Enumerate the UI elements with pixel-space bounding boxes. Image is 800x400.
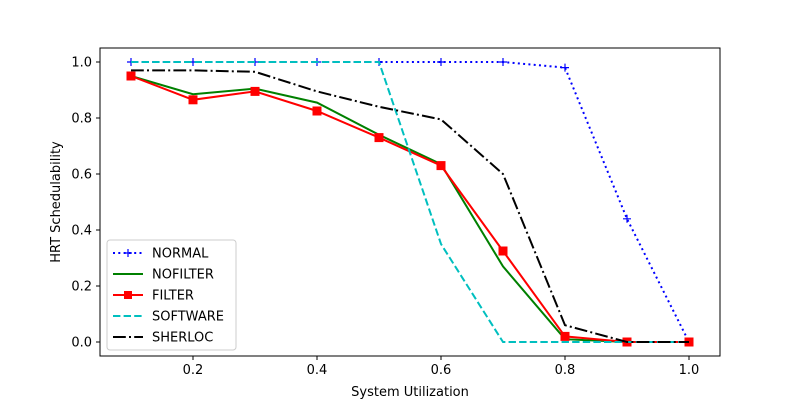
legend-item-nofilter: NOFILTER	[113, 268, 214, 283]
data-point-filter	[126, 71, 136, 81]
y-tick-label: 0.4	[71, 224, 92, 239]
data-point-normal	[437, 58, 445, 66]
legend-item-normal: NORMAL	[113, 247, 209, 262]
data-point-normal	[623, 214, 631, 223]
plot-area-frame	[99, 47, 721, 357]
legend-marker-filter	[124, 291, 132, 299]
series-software	[131, 61, 689, 343]
y-axis: 0.0 0.2 0.4 0.6 0.8 1.0	[71, 56, 100, 351]
x-axis-label: System Utilization	[351, 385, 469, 400]
y-tick-label: 0.2	[71, 280, 92, 295]
x-tick-label: 0.6	[431, 363, 452, 378]
data-point-normal	[561, 63, 569, 72]
series-line-sherloc	[131, 69, 689, 343]
legend: NORMAL NOFILTER FILTER SOFTWARE SHERLOC	[106, 239, 237, 351]
series-line-nofilter	[130, 75, 689, 343]
data-point-filter	[188, 95, 198, 105]
legend-item-software: SOFTWARE	[113, 310, 224, 325]
y-tick-label: 0.6	[71, 168, 92, 183]
x-tick-label: 1.0	[679, 363, 700, 378]
data-point-filter	[374, 133, 384, 143]
series-line-normal	[131, 61, 690, 343]
series-line-software	[131, 61, 689, 343]
legend-item-sherloc: SHERLOC	[113, 331, 213, 346]
y-tick-label: 0.8	[71, 112, 92, 127]
legend-label-software: SOFTWARE	[152, 310, 224, 325]
x-tick-label: 0.4	[307, 363, 328, 378]
legend-marker-normal	[124, 249, 132, 257]
y-tick-label: 0.0	[71, 336, 92, 351]
legend-box	[106, 239, 237, 351]
y-tick-label: 1.0	[71, 56, 92, 71]
x-axis: 0.2 0.4 0.6 0.8 1.0	[183, 356, 700, 378]
legend-label-filter: FILTER	[152, 289, 194, 304]
series-nofilter	[130, 75, 689, 343]
legend-item-filter: FILTER	[113, 289, 194, 304]
legend-label-nofilter: NOFILTER	[152, 268, 214, 283]
series-sherloc	[131, 69, 689, 343]
x-tick-label: 0.2	[183, 363, 204, 378]
data-point-filter	[436, 161, 446, 171]
data-point-filter	[250, 86, 260, 96]
data-point-filter	[312, 106, 322, 116]
data-point-normal	[499, 58, 507, 66]
data-point-filter	[498, 246, 508, 256]
series-layer	[126, 58, 694, 347]
legend-label-sherloc: SHERLOC	[152, 331, 213, 346]
x-tick-label: 0.8	[555, 363, 576, 378]
legend-label-normal: NORMAL	[152, 247, 209, 262]
y-axis-label: HRT Schedulability	[49, 141, 64, 263]
data-point-filter	[560, 331, 570, 341]
